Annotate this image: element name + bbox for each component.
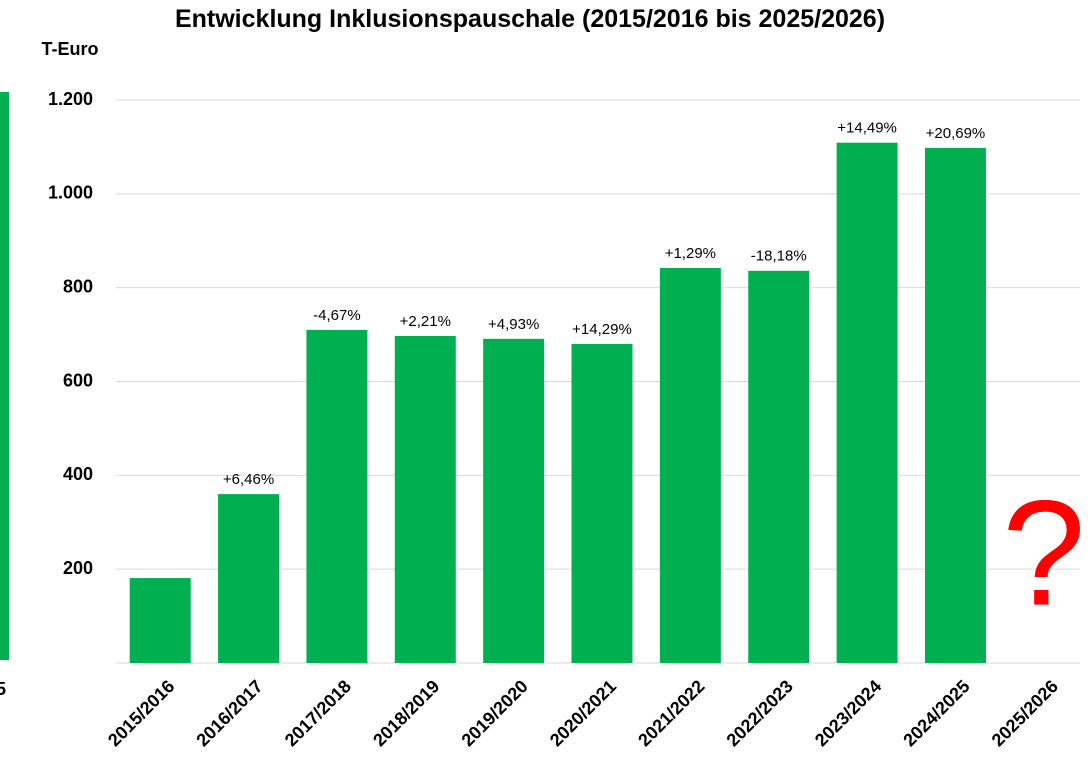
bar [218,494,280,663]
bar [571,343,633,663]
x-tick-label: 2022/2023 [723,676,797,750]
bar [483,338,545,663]
change-label: +2,21% [400,313,451,330]
bar [659,267,721,663]
x-tick-label: 2018/2019 [369,676,443,750]
x-tick-label: 2024/2025 [899,676,973,750]
x-tick-label: 2017/2018 [281,676,355,750]
bar [924,147,986,664]
missing-marker: ? [1002,469,1085,637]
bar [394,335,456,663]
change-label: +4,93% [488,316,539,333]
bar [129,578,191,663]
x-tick-label: 2023/2024 [811,676,885,750]
chart-title: Entwicklung Inklusionspauschale (2015/20… [174,5,886,33]
left-fragment-label: 5 [0,679,6,699]
change-label: +1,29% [665,245,716,262]
change-label: +14,49% [837,120,897,137]
change-label: +20,69% [926,125,986,142]
x-tick-label: 2015/2016 [104,676,178,750]
bar [748,270,810,663]
change-label: -4,67% [313,307,361,324]
left-fragment-bar [0,92,9,660]
x-tick-label: 2021/2022 [634,676,708,750]
change-label: +14,29% [572,321,632,338]
change-label: -18,18% [751,248,807,265]
x-tick-label: 2020/2021 [546,676,620,750]
y-axis-label: T-Euro [42,39,99,59]
bar [836,142,898,664]
y-tick-label: 400 [63,464,93,484]
x-tick-label: 2019/2020 [458,676,532,750]
x-tick-label: 2025/2026 [988,676,1062,750]
x-tick-label: 2016/2017 [192,676,266,750]
y-tick-label: 1.000 [48,183,93,203]
y-tick-label: 800 [63,276,93,296]
change-label: +6,46% [223,471,274,488]
y-tick-label: 1.200 [48,89,93,109]
y-tick-label: 200 [63,558,93,578]
bar [306,329,368,663]
y-tick-label: 600 [63,370,93,390]
